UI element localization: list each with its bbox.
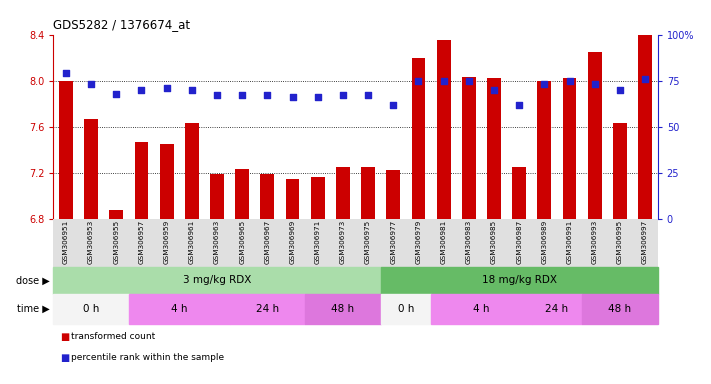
Text: GSM306985: GSM306985 bbox=[491, 220, 497, 264]
Bar bbox=[386, 170, 400, 219]
Point bbox=[136, 87, 147, 93]
Text: 4 h: 4 h bbox=[171, 304, 188, 314]
Point bbox=[614, 87, 626, 93]
Text: GSM306977: GSM306977 bbox=[390, 220, 396, 264]
Bar bbox=[311, 177, 325, 219]
Text: 48 h: 48 h bbox=[609, 304, 631, 314]
Text: GSM306997: GSM306997 bbox=[642, 220, 648, 264]
Bar bbox=[260, 174, 274, 219]
Text: GSM306979: GSM306979 bbox=[415, 220, 422, 264]
Point bbox=[161, 85, 172, 91]
Bar bbox=[53, 267, 380, 294]
Text: 3 mg/kg RDX: 3 mg/kg RDX bbox=[183, 275, 251, 285]
Text: GSM306973: GSM306973 bbox=[340, 220, 346, 264]
Text: GSM306993: GSM306993 bbox=[592, 220, 598, 264]
Text: 24 h: 24 h bbox=[545, 304, 569, 314]
Text: GSM306987: GSM306987 bbox=[516, 220, 522, 264]
Point bbox=[564, 78, 575, 84]
Bar bbox=[588, 52, 602, 219]
Text: dose ▶: dose ▶ bbox=[16, 275, 50, 285]
Text: GSM306969: GSM306969 bbox=[289, 220, 296, 264]
Point bbox=[438, 78, 449, 84]
Text: ■: ■ bbox=[60, 353, 70, 363]
Text: percentile rank within the sample: percentile rank within the sample bbox=[71, 353, 224, 362]
Bar bbox=[380, 267, 658, 294]
Point bbox=[262, 92, 273, 98]
Point bbox=[287, 94, 298, 100]
Bar bbox=[437, 40, 451, 219]
Bar bbox=[532, 294, 582, 324]
Bar bbox=[380, 294, 431, 324]
Point bbox=[60, 70, 72, 76]
Bar bbox=[512, 167, 526, 219]
Text: GDS5282 / 1376674_at: GDS5282 / 1376674_at bbox=[53, 18, 191, 31]
Text: 24 h: 24 h bbox=[256, 304, 279, 314]
Text: GSM306983: GSM306983 bbox=[466, 220, 472, 264]
Bar bbox=[210, 174, 224, 219]
Bar bbox=[361, 167, 375, 219]
Point bbox=[639, 76, 651, 82]
Text: 0 h: 0 h bbox=[83, 304, 100, 314]
Text: GSM306951: GSM306951 bbox=[63, 220, 69, 264]
Bar bbox=[412, 58, 425, 219]
Bar bbox=[336, 167, 350, 219]
Point bbox=[363, 92, 374, 98]
Point bbox=[589, 81, 600, 88]
Point bbox=[387, 101, 399, 108]
Text: GSM306991: GSM306991 bbox=[567, 220, 572, 264]
Point bbox=[186, 87, 198, 93]
Text: GSM306995: GSM306995 bbox=[617, 220, 623, 264]
Bar bbox=[160, 144, 173, 219]
Bar bbox=[134, 142, 149, 219]
Text: 18 mg/kg RDX: 18 mg/kg RDX bbox=[481, 275, 557, 285]
Text: GSM306959: GSM306959 bbox=[164, 220, 170, 264]
Text: GSM306953: GSM306953 bbox=[88, 220, 94, 264]
Point bbox=[111, 91, 122, 97]
Text: GSM306981: GSM306981 bbox=[441, 220, 447, 264]
Bar bbox=[638, 35, 652, 219]
Bar bbox=[431, 294, 532, 324]
Bar bbox=[109, 210, 123, 219]
Point bbox=[413, 78, 424, 84]
Text: GSM306975: GSM306975 bbox=[365, 220, 371, 264]
Bar bbox=[613, 123, 627, 219]
Bar bbox=[59, 81, 73, 219]
Bar bbox=[53, 294, 129, 324]
Text: GSM306955: GSM306955 bbox=[113, 220, 119, 264]
Bar bbox=[129, 294, 230, 324]
Point bbox=[237, 92, 248, 98]
Text: ■: ■ bbox=[60, 332, 70, 342]
Text: GSM306971: GSM306971 bbox=[315, 220, 321, 264]
Point bbox=[85, 81, 97, 88]
Bar bbox=[235, 169, 249, 219]
Bar bbox=[185, 123, 199, 219]
Point bbox=[513, 101, 525, 108]
Text: GSM306989: GSM306989 bbox=[541, 220, 547, 264]
Text: transformed count: transformed count bbox=[71, 332, 155, 341]
Point bbox=[312, 94, 324, 100]
Bar bbox=[286, 179, 299, 219]
Bar bbox=[562, 78, 577, 219]
Point bbox=[539, 81, 550, 88]
Bar bbox=[84, 119, 98, 219]
Text: GSM306957: GSM306957 bbox=[139, 220, 144, 264]
Bar bbox=[582, 294, 658, 324]
Bar bbox=[538, 81, 551, 219]
Text: GSM306963: GSM306963 bbox=[214, 220, 220, 264]
Text: 48 h: 48 h bbox=[331, 304, 355, 314]
Bar bbox=[305, 294, 380, 324]
Point bbox=[488, 87, 500, 93]
Text: GSM306965: GSM306965 bbox=[239, 220, 245, 264]
Bar bbox=[462, 77, 476, 219]
Point bbox=[463, 78, 474, 84]
Text: GSM306967: GSM306967 bbox=[264, 220, 270, 264]
Text: time ▶: time ▶ bbox=[17, 304, 50, 314]
Point bbox=[337, 92, 348, 98]
Bar bbox=[230, 294, 305, 324]
Bar bbox=[487, 78, 501, 219]
Text: GSM306961: GSM306961 bbox=[189, 220, 195, 264]
Text: 0 h: 0 h bbox=[397, 304, 414, 314]
Point bbox=[211, 92, 223, 98]
Text: 4 h: 4 h bbox=[473, 304, 490, 314]
